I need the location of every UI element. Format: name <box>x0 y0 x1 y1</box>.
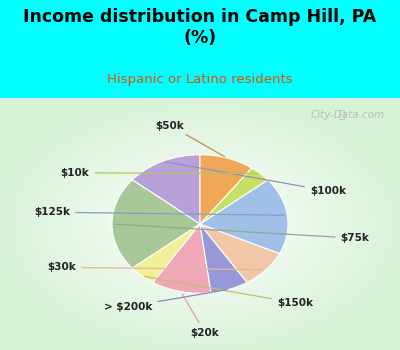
Text: $100k: $100k <box>165 162 346 196</box>
Text: City-Data.com: City-Data.com <box>311 110 385 120</box>
Text: $20k: $20k <box>182 294 219 338</box>
Wedge shape <box>200 168 268 224</box>
Text: $75k: $75k <box>115 224 370 243</box>
Wedge shape <box>200 155 252 224</box>
Text: ⓘ: ⓘ <box>338 110 345 120</box>
Wedge shape <box>200 224 247 293</box>
Text: $10k: $10k <box>61 168 258 178</box>
Text: Income distribution in Camp Hill, PA
(%): Income distribution in Camp Hill, PA (%) <box>23 8 377 47</box>
Wedge shape <box>132 155 200 224</box>
Text: $125k: $125k <box>34 207 284 217</box>
Text: $50k: $50k <box>156 120 225 157</box>
Wedge shape <box>112 180 200 268</box>
Wedge shape <box>132 224 200 282</box>
Text: Hispanic or Latino residents: Hispanic or Latino residents <box>107 74 293 86</box>
Wedge shape <box>200 224 280 282</box>
Wedge shape <box>153 224 211 293</box>
Text: $30k: $30k <box>48 262 263 272</box>
Text: $150k: $150k <box>144 276 313 308</box>
Wedge shape <box>200 180 288 253</box>
Text: > $200k: > $200k <box>104 290 227 312</box>
